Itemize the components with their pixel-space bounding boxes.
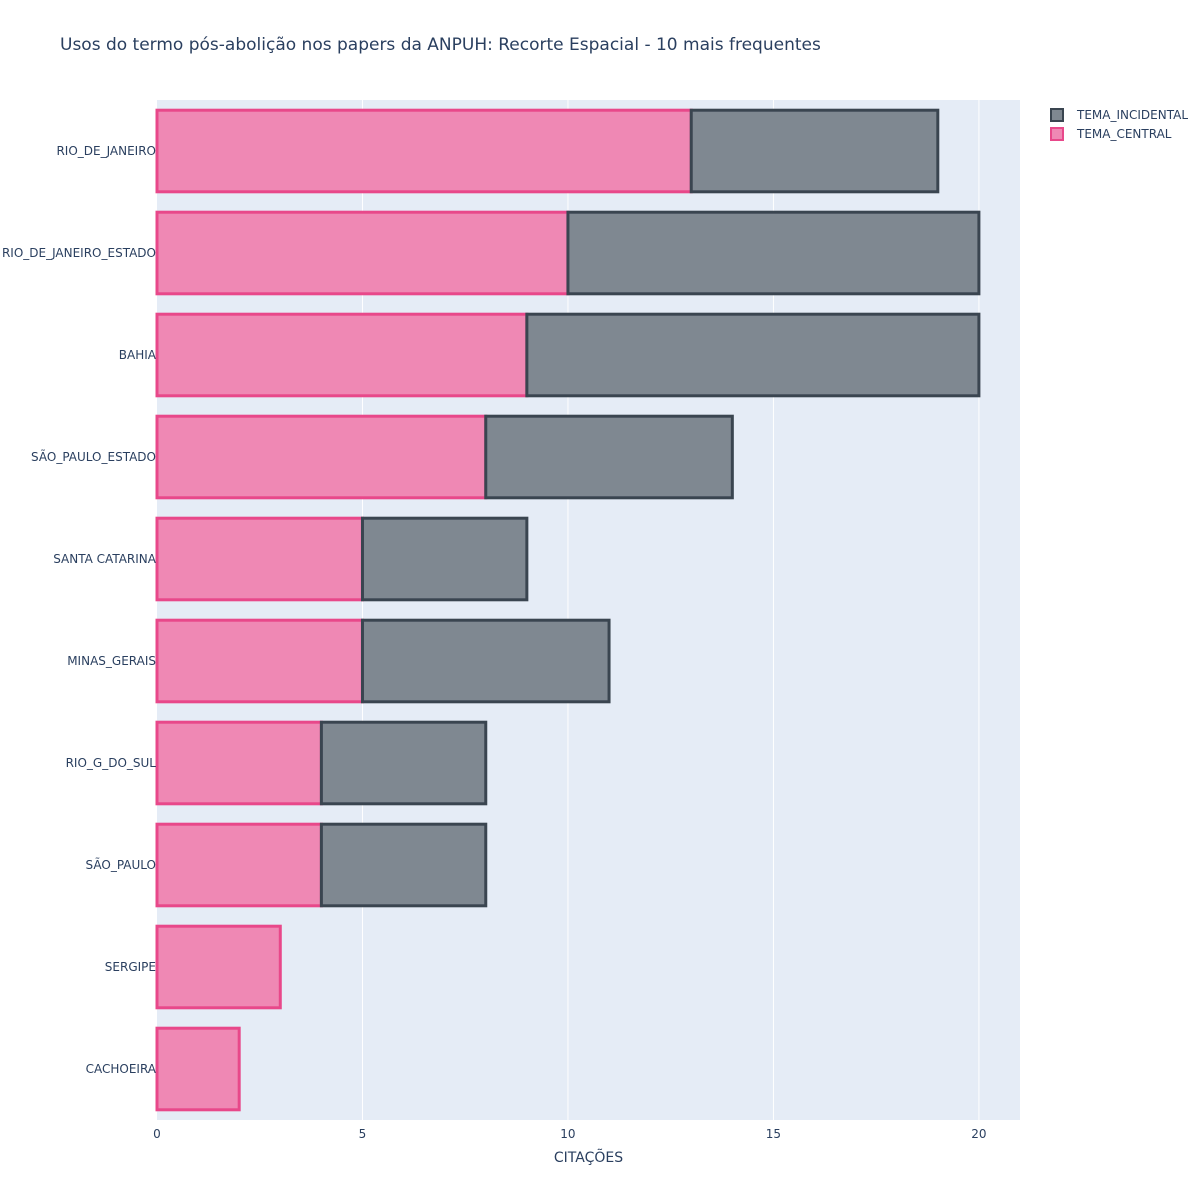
y-tick-label: CACHOEIRA	[86, 1062, 157, 1076]
x-tick-label: 5	[359, 1127, 367, 1141]
bar-tema-central[interactable]	[155, 1026, 241, 1112]
bar-tema-incidental[interactable]	[525, 312, 981, 398]
y-tick-label: BAHIA	[119, 348, 157, 362]
bar-tema-central[interactable]	[155, 822, 323, 908]
x-axis-title: CITAÇÕES	[554, 1149, 623, 1166]
bar-tema-incidental[interactable]	[319, 720, 488, 806]
bar-tema-incidental[interactable]	[566, 210, 981, 296]
x-tick-label: 15	[766, 1127, 781, 1141]
bars	[155, 108, 981, 1112]
y-tick-label: SANTA CATARINA	[53, 552, 157, 566]
bar-tema-central[interactable]	[155, 414, 488, 500]
legend-label[interactable]: TEMA_CENTRAL	[1076, 127, 1172, 141]
bar-tema-incidental[interactable]	[360, 516, 529, 602]
bar-tema-incidental[interactable]	[319, 822, 488, 908]
legend[interactable]: TEMA_INCIDENTAL TEMA_CENTRAL	[1050, 108, 1188, 141]
y-tick-label: SÃO_PAULO_ESTADO	[31, 449, 156, 464]
x-axis-ticks: 0 5 10 15 20	[153, 1127, 986, 1141]
y-axis-ticks: RIO_DE_JANEIRO RIO_DE_JANEIRO_ESTADO BAHIA…	[2, 144, 157, 1076]
y-tick-label: RIO_DE_JANEIRO_ESTADO	[2, 246, 156, 260]
bar-tema-central[interactable]	[155, 618, 364, 704]
bar-tema-central[interactable]	[155, 210, 570, 296]
chart-title: Usos do termo pós-abolição nos papers da…	[60, 35, 821, 55]
y-tick-label: MINAS_GERAIS	[67, 654, 156, 668]
y-tick-label: SÃO_PAULO	[86, 857, 156, 872]
bar-tema-central[interactable]	[155, 312, 529, 398]
x-tick-label: 10	[560, 1127, 575, 1141]
x-tick-label: 0	[153, 1127, 161, 1141]
bar-tema-incidental[interactable]	[360, 618, 611, 704]
x-tick-label: 20	[971, 1127, 986, 1141]
bar-tema-central[interactable]	[155, 720, 323, 806]
y-tick-label: RIO_DE_JANEIRO	[56, 144, 156, 158]
legend-label[interactable]: TEMA_INCIDENTAL	[1076, 108, 1188, 122]
y-tick-label: SERGIPE	[105, 960, 156, 974]
bar-tema-incidental[interactable]	[689, 108, 940, 194]
legend-swatch[interactable]	[1050, 108, 1064, 122]
legend-swatch[interactable]	[1050, 127, 1064, 141]
bar-tema-central[interactable]	[155, 924, 282, 1010]
y-tick-label: RIO_G_DO_SUL	[66, 756, 157, 770]
bar-tema-central[interactable]	[155, 516, 364, 602]
bar-tema-central[interactable]	[155, 108, 693, 194]
bar-tema-incidental[interactable]	[484, 414, 734, 500]
